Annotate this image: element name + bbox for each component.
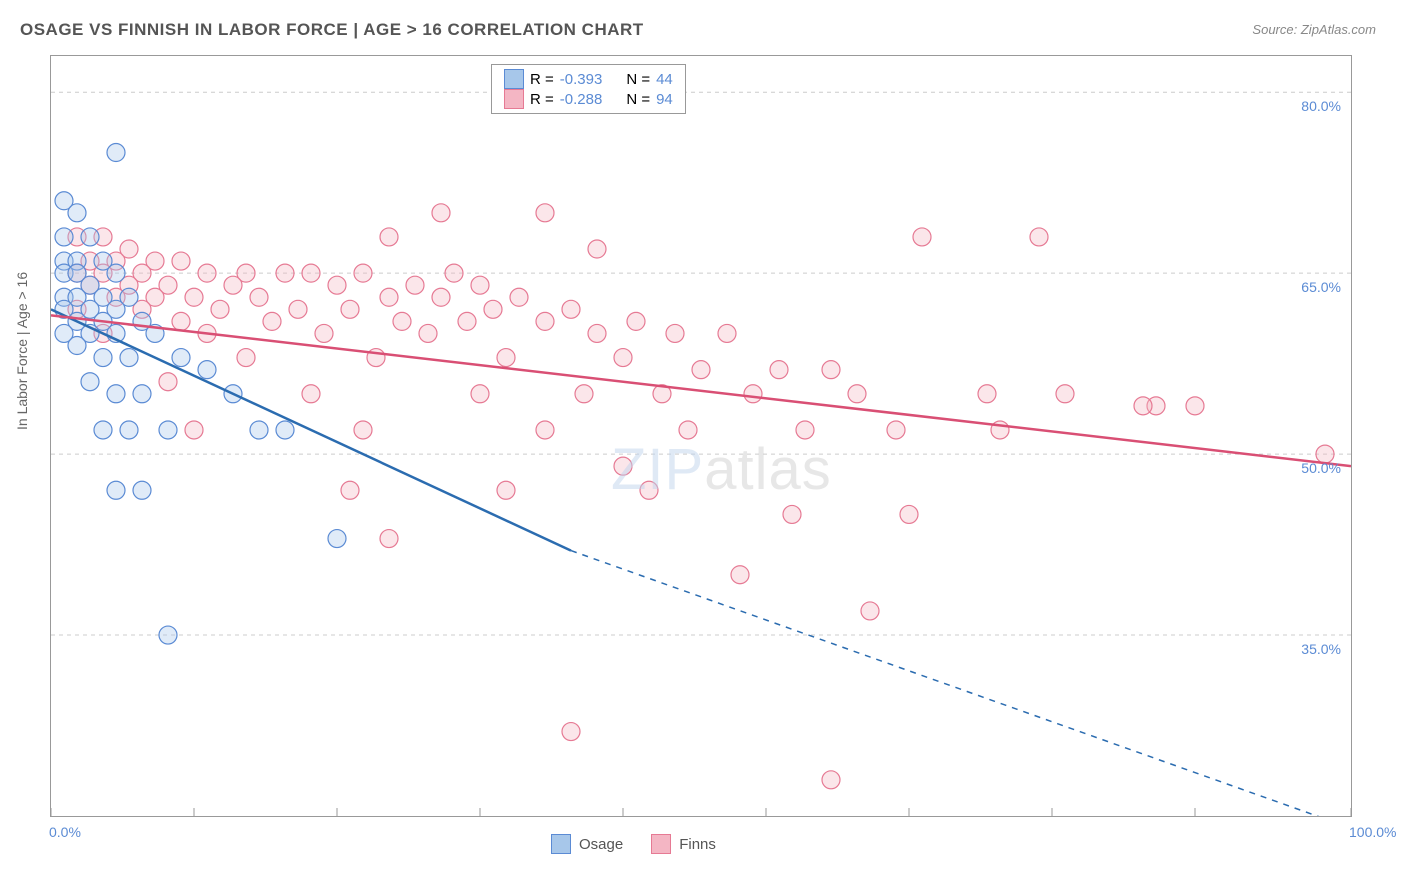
swatch-finns-icon (651, 834, 671, 854)
r-value-osage: -0.393 (560, 71, 603, 88)
chart-title: OSAGE VS FINNISH IN LABOR FORCE | AGE > … (20, 20, 644, 40)
series-legend: Osage Finns (551, 834, 716, 854)
source-attribution: Source: ZipAtlas.com (1252, 22, 1376, 37)
y-tick-label: 80.0% (1301, 98, 1341, 114)
n-label: N = (626, 91, 650, 108)
y-axis-label: In Labor Force | Age > 16 (14, 272, 30, 430)
x-tick-label: 0.0% (49, 824, 81, 840)
legend-label-finns: Finns (679, 836, 716, 853)
n-value-osage: 44 (656, 71, 673, 88)
scatter-plot-area: R = -0.393 N = 44 R = -0.288 N = 94 ZIPa… (50, 55, 1352, 817)
swatch-osage (504, 69, 524, 89)
legend-row-finns: R = -0.288 N = 94 (504, 89, 673, 109)
r-label: R = (530, 71, 554, 88)
r-label: R = (530, 91, 554, 108)
n-value-finns: 94 (656, 91, 673, 108)
y-tick-label: 65.0% (1301, 279, 1341, 295)
plot-svg (51, 56, 1351, 816)
legend-item-finns: Finns (651, 834, 716, 854)
y-tick-label: 50.0% (1301, 460, 1341, 476)
source-label: Source: (1252, 22, 1297, 37)
y-tick-label: 35.0% (1301, 641, 1341, 657)
correlation-legend: R = -0.393 N = 44 R = -0.288 N = 94 (491, 64, 686, 114)
swatch-osage-icon (551, 834, 571, 854)
swatch-finns (504, 89, 524, 109)
source-value: ZipAtlas.com (1301, 22, 1376, 37)
r-value-finns: -0.288 (560, 91, 603, 108)
n-label: N = (626, 71, 650, 88)
x-tick-label: 100.0% (1349, 824, 1396, 840)
legend-label-osage: Osage (579, 836, 623, 853)
legend-row-osage: R = -0.393 N = 44 (504, 69, 673, 89)
legend-item-osage: Osage (551, 834, 623, 854)
